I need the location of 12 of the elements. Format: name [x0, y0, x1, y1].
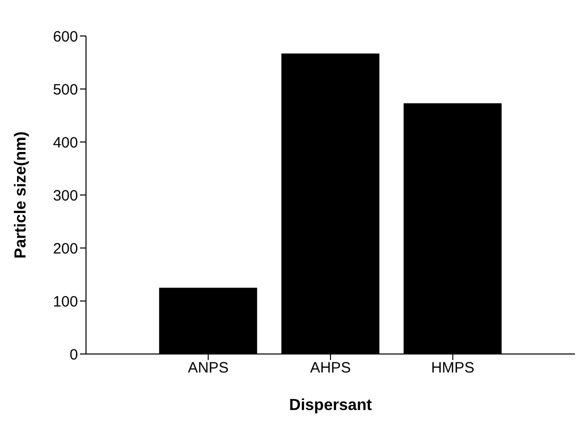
x-tick-label: HMPS	[431, 360, 474, 377]
y-tick-label: 400	[52, 134, 78, 152]
x-tick-label: ANPS	[188, 360, 229, 377]
y-tick-label: 100	[52, 293, 78, 310]
y-tick-label: 0	[70, 346, 78, 364]
y-tick-label: 300	[52, 187, 78, 204]
y-tick-label: 200	[52, 240, 78, 258]
x-tick-label: AHPS	[310, 360, 351, 377]
y-tick-label: 500	[52, 81, 78, 98]
y-tick-label: 600	[52, 28, 78, 46]
x-axis-title: Dispersant	[289, 397, 373, 414]
y-axis-title: Particle size(nm)	[12, 131, 30, 259]
